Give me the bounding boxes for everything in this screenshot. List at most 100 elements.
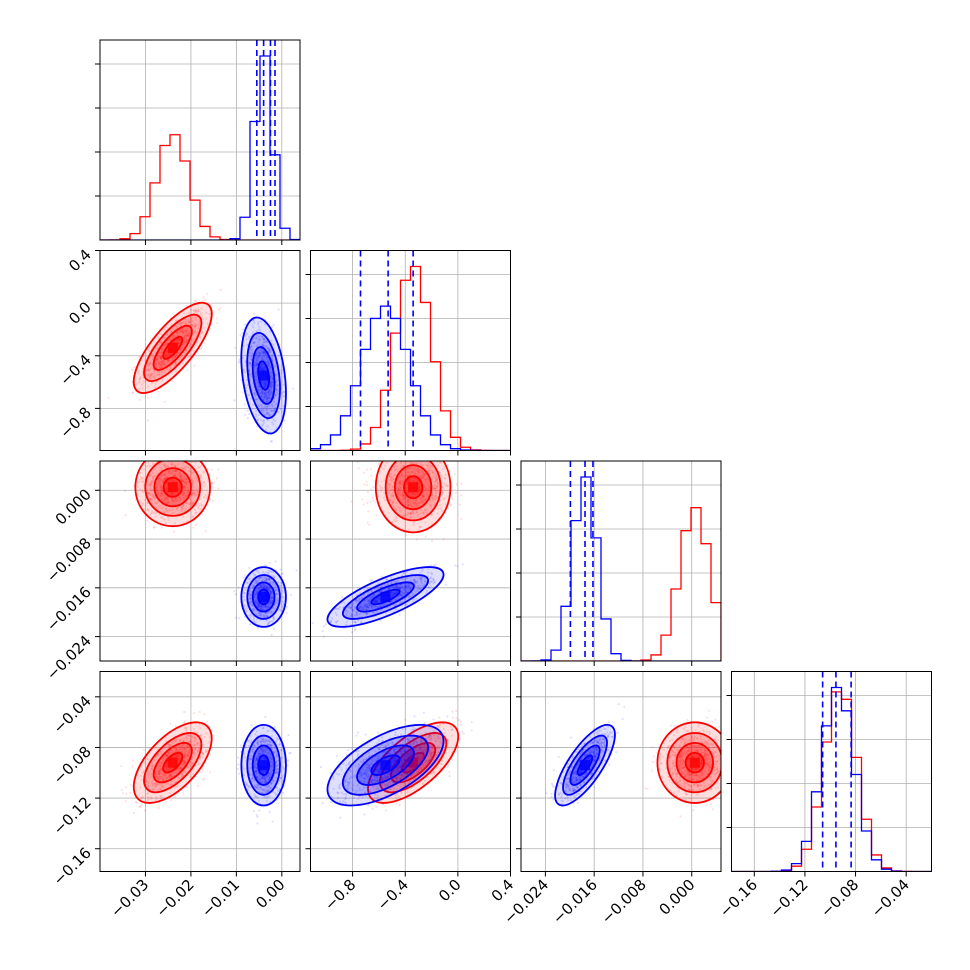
sample-point <box>258 392 261 395</box>
sample-point <box>185 320 188 323</box>
sample-point <box>167 742 170 745</box>
sample-point <box>282 395 285 398</box>
sample-point <box>250 600 253 603</box>
sample-point <box>379 461 382 464</box>
sample-point <box>256 388 260 391</box>
sample-point <box>404 590 407 594</box>
sample-point <box>343 602 346 605</box>
sample-point <box>154 515 157 518</box>
sample-point <box>187 766 190 769</box>
sample-point <box>160 752 163 755</box>
sample-point <box>260 607 264 611</box>
sample-point <box>269 366 272 369</box>
sample-point <box>175 748 178 751</box>
sample-point <box>254 398 257 401</box>
sample-point <box>157 477 160 480</box>
sample-point <box>407 500 410 503</box>
sample-point <box>258 604 261 607</box>
sample-point <box>176 470 179 473</box>
sample-point <box>168 773 171 777</box>
sample-point <box>352 609 355 612</box>
sample-point <box>373 599 377 602</box>
sample-point <box>430 464 433 467</box>
sample-point <box>190 343 193 346</box>
sample-point <box>254 598 258 602</box>
sample-point <box>421 493 425 496</box>
sample-point <box>256 626 260 630</box>
sample-point <box>181 462 184 465</box>
sample-point <box>173 786 176 789</box>
sample-point <box>167 752 171 755</box>
sample-point <box>439 474 442 477</box>
sample-point <box>184 747 187 751</box>
sample-point <box>164 498 167 502</box>
sample-point <box>371 486 375 489</box>
sample-point <box>355 601 358 604</box>
sample-point <box>171 511 175 515</box>
sample-point <box>173 364 176 367</box>
sample-point <box>263 405 266 409</box>
sample-point <box>150 382 153 385</box>
sample-point <box>151 381 154 384</box>
sample-point <box>148 375 151 378</box>
sample-point <box>146 507 149 511</box>
sample-point <box>151 478 154 482</box>
sample-point <box>151 784 154 788</box>
sample-point <box>179 323 182 327</box>
sample-point <box>409 473 412 476</box>
sample-point <box>257 587 260 590</box>
sample-point <box>418 475 422 478</box>
sample-point <box>166 359 169 362</box>
sample-point <box>267 363 270 366</box>
sample-point <box>265 391 269 394</box>
sample-point <box>141 490 145 493</box>
sample-point <box>442 498 445 501</box>
sample-point <box>406 458 408 460</box>
sample-point <box>267 360 270 364</box>
sample-point <box>165 487 168 490</box>
sample-point <box>391 477 395 480</box>
sample-point <box>271 593 274 596</box>
sample-point <box>268 363 271 366</box>
sample-point <box>369 468 373 471</box>
sample-point <box>204 311 208 314</box>
sample-point <box>152 764 156 767</box>
sample-point <box>250 373 253 376</box>
sample-point <box>187 459 189 461</box>
sample-point <box>150 498 154 501</box>
sample-point <box>268 586 271 589</box>
sample-point <box>262 410 265 413</box>
sample-point <box>148 747 151 750</box>
sample-point <box>362 503 365 506</box>
sample-point <box>261 608 264 611</box>
sample-point <box>186 753 189 756</box>
sample-point <box>181 330 184 333</box>
sample-point <box>257 605 261 608</box>
sample-point <box>245 610 248 613</box>
sample-point <box>371 611 375 614</box>
sample-point <box>160 769 163 772</box>
sample-point <box>150 780 153 784</box>
sample-point <box>272 583 275 586</box>
sample-point <box>192 485 195 489</box>
sample-point <box>420 469 423 473</box>
sample-point <box>251 604 254 607</box>
sample-point <box>141 796 145 799</box>
sample-point <box>264 605 267 608</box>
sample-point <box>269 440 272 443</box>
sample-point <box>244 574 247 577</box>
sample-point <box>168 519 171 522</box>
sample-point <box>460 517 463 521</box>
sample-point <box>140 796 143 800</box>
sample-point <box>422 495 425 498</box>
sample-point <box>358 612 361 616</box>
sample-point <box>163 478 166 481</box>
sample-point <box>192 309 195 313</box>
sample-point <box>417 488 421 491</box>
sample-point <box>273 575 276 578</box>
sample-point <box>243 604 246 608</box>
sample-point <box>138 377 141 381</box>
sample-point <box>165 476 168 479</box>
sample-point <box>176 323 180 326</box>
sample-point <box>211 499 215 502</box>
